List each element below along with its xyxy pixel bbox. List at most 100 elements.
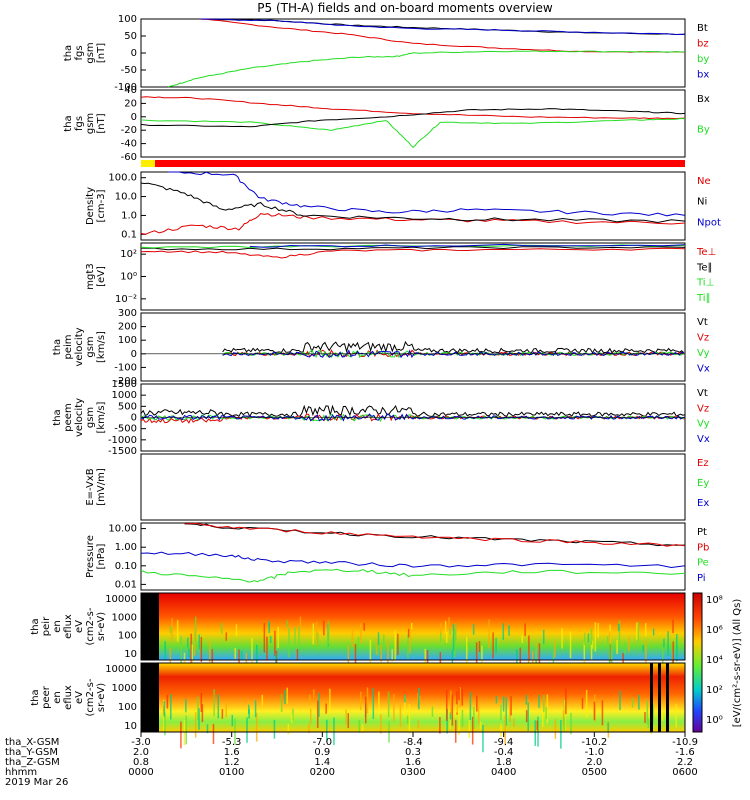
spectrogram-streak: [176, 620, 179, 642]
x-tick-label: -5.3: [222, 737, 242, 748]
legend-entry: Vy: [697, 348, 710, 359]
spectrogram-streak: [309, 708, 312, 724]
spectrogram-streak: [212, 723, 215, 745]
x-tick-label: 0.3: [405, 747, 421, 758]
legend-entry: Pb: [697, 542, 709, 553]
spectrogram-streak: [407, 628, 410, 638]
spectrogram-streak: [455, 704, 458, 713]
spectrogram-streak: [251, 637, 253, 667]
y-tick-label: 0: [131, 413, 137, 424]
spectrogram-streak: [351, 627, 354, 648]
series-peim-black: [222, 340, 685, 354]
y-tick-label: -1000: [108, 435, 137, 446]
y-axis-label: velocity: [74, 327, 85, 366]
spectrogram-streak: [200, 636, 203, 662]
x-tick-label: 1.6: [405, 757, 421, 768]
spectrogram-streak: [377, 632, 380, 646]
spectrogram-streak: [209, 641, 211, 663]
spectrogram-streak: [546, 694, 549, 724]
spectrogram-streak: [286, 620, 289, 628]
spectrogram-streak: [206, 724, 209, 734]
spectrogram-streak: [292, 708, 294, 721]
y-axis-label: [mV/m]: [96, 468, 107, 506]
spectrogram-streak: [454, 717, 457, 743]
spectrogram-streak: [554, 719, 557, 739]
spectrogram-streak: [467, 642, 470, 652]
series-green: [140, 117, 686, 148]
spectrogram-streak: [609, 624, 611, 645]
y-axis-label: [eV]: [96, 266, 107, 287]
spectrogram-streak: [477, 702, 480, 724]
status-bar: [141, 160, 685, 167]
spectrogram-streak: [317, 632, 319, 652]
series-Ni: [140, 182, 686, 224]
spectrogram-streak: [418, 695, 421, 705]
legend-entry: Ne: [697, 176, 711, 187]
spectrogram-streak: [455, 708, 457, 721]
spectrogram-streak: [286, 687, 288, 704]
spectrogram-streak: [163, 700, 166, 717]
spectrogram-streak: [225, 700, 227, 718]
y-axis-label: gsm: [85, 336, 96, 357]
spectrogram-streak: [377, 647, 379, 656]
spectrogram-streak: [397, 633, 399, 656]
y-axis-label: [nT]: [96, 113, 107, 133]
x-tick-label: -9.4: [494, 737, 514, 748]
spectrogram-streak: [538, 694, 540, 709]
spectrogram-streak: [446, 708, 448, 734]
spectrogram-streak: [409, 632, 411, 654]
series-Pe: [140, 568, 686, 583]
spectrogram-streak: [391, 649, 393, 662]
y-tick-label: 10.00: [108, 524, 137, 535]
spectrogram-streak: [591, 640, 594, 649]
spectrogram-streak: [372, 688, 375, 720]
y-axis-label: gsm: [85, 407, 96, 428]
spectrogram-streak: [387, 640, 389, 665]
spectrogram-streak: [482, 725, 484, 753]
series-bx: [200, 18, 686, 36]
spectrogram-streak: [274, 630, 276, 656]
spectrogram-streak: [366, 687, 369, 714]
y-axis-label: tha: [52, 409, 63, 425]
x-tick-label: -3.0: [131, 737, 151, 748]
spectrogram-streak: [508, 625, 510, 636]
spectrogram-streak: [631, 697, 634, 708]
spectrogram-streak: [213, 689, 215, 717]
spectrogram-streak: [636, 622, 638, 640]
y-tick-label: 1.00: [115, 542, 137, 553]
spectrogram-streak: [248, 709, 250, 719]
spectrogram-streak: [554, 640, 556, 658]
spectrogram-streak: [308, 723, 310, 734]
spectrogram-streak: [667, 631, 669, 656]
spectrogram-streak: [570, 712, 572, 735]
spectrogram-streak: [194, 616, 197, 646]
y-axis-label: (cm2-s-: [85, 607, 96, 645]
y-tick-label: 1000: [112, 683, 137, 694]
spectrogram-streak: [234, 647, 237, 659]
chart-title: P5 (TH-A) fields and on-board moments ov…: [257, 1, 553, 15]
spectrogram-streak: [393, 693, 395, 722]
legend-entry: Vz: [697, 333, 709, 344]
spectrogram-streak: [500, 723, 502, 737]
y-axis-label: E=-VxB: [85, 468, 96, 505]
series-Pi: [140, 551, 686, 569]
y-axis-label: [km/s]: [96, 401, 107, 433]
y-tick-label: -50: [121, 65, 137, 76]
spectrogram-streak: [294, 627, 296, 645]
spectrogram-streak: [323, 620, 325, 636]
y-tick-label: -200: [114, 376, 137, 387]
status-segment: [155, 160, 685, 167]
y-tick-label: 200: [118, 322, 137, 333]
spectrogram-streak: [439, 717, 441, 734]
legend-entry: bz: [697, 39, 709, 50]
series-Pb: [184, 522, 686, 547]
series-Te⊥: [140, 247, 686, 259]
y-tick-label: 100: [118, 14, 137, 25]
spectrogram-streak: [424, 648, 427, 669]
x-tick-label: -0.4: [494, 747, 514, 758]
panel-frame: [140, 171, 686, 241]
spectrogram-streak: [536, 720, 539, 731]
y-tick-label: 50: [124, 31, 137, 42]
spectrogram-streak: [461, 688, 464, 706]
x-tick-label: 1.6: [224, 747, 240, 758]
